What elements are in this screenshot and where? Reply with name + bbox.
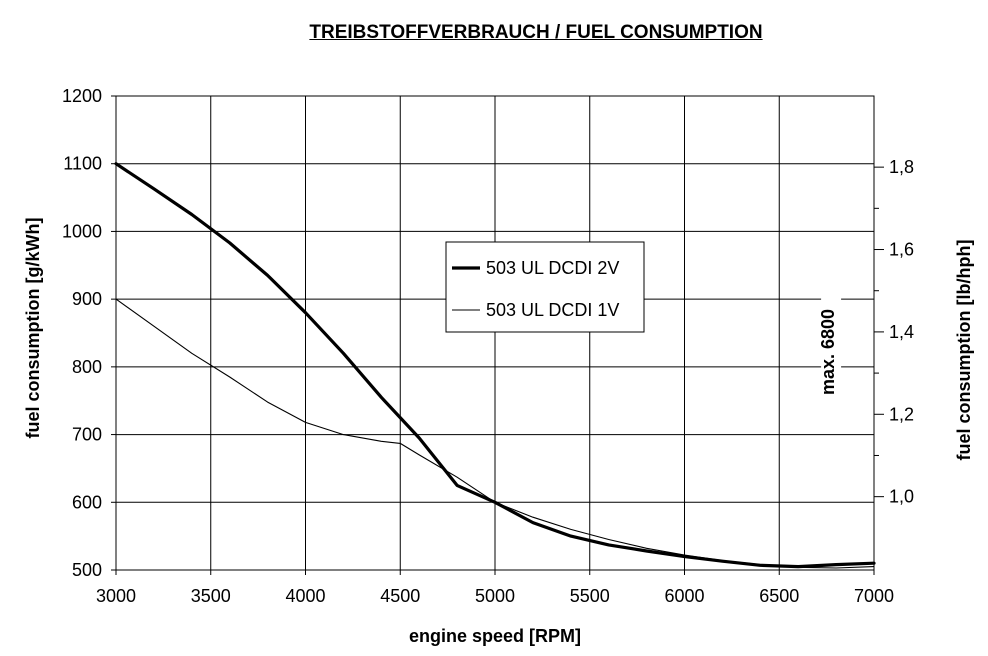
max-rpm-annotation: max. 6800 <box>818 309 838 395</box>
grid <box>115 95 875 571</box>
right-tick-label: 1,8 <box>889 157 914 177</box>
right-tick-label: 1,4 <box>889 322 914 342</box>
right-tick-label: 1,6 <box>889 240 914 260</box>
x-tick-label: 7000 <box>854 586 894 606</box>
legend-label-1v: 503 UL DCDI 1V <box>486 300 619 320</box>
series-layer <box>114 162 876 569</box>
right-axis-title: fuel consumption [lb/hph] <box>954 240 974 461</box>
legend: 503 UL DCDI 2V 503 UL DCDI 1V <box>445 241 645 333</box>
right-axis: 1,0 1,2 1,4 1,6 1,8 <box>873 135 914 570</box>
y-tick-label: 1200 <box>62 86 102 106</box>
series-line-1 <box>115 298 875 569</box>
y-tick-label: 500 <box>72 560 102 580</box>
chart-title: TREIBSTOFFVERBRAUCH / FUEL CONSUMPTION <box>309 22 763 43</box>
annotation-background <box>821 298 842 406</box>
y-tick-label: 900 <box>72 289 102 309</box>
y-tick-label: 700 <box>72 425 102 445</box>
legend-box <box>445 241 645 333</box>
y-tick-label: 600 <box>72 492 102 512</box>
y-tick-label: 800 <box>72 357 102 377</box>
right-tick-label: 1,0 <box>889 487 914 507</box>
x-axis-title: engine speed [RPM] <box>409 626 581 646</box>
legend-label-2v: 503 UL DCDI 2V <box>486 258 619 278</box>
y-tick-label: 1000 <box>62 221 102 241</box>
x-tick-label: 3000 <box>96 586 136 606</box>
y-tick-label: 1100 <box>63 154 102 174</box>
x-tick-label: 3500 <box>191 586 231 606</box>
right-tick-label: 1,2 <box>889 404 914 424</box>
x-tick-label: 4500 <box>380 586 420 606</box>
x-tick-label: 4000 <box>285 586 325 606</box>
x-tick-label: 6000 <box>664 586 704 606</box>
tick-labels: 3000 3500 4000 4500 5000 5500 6000 6500 7000 500 6… <box>62 86 894 606</box>
x-tick-label: 5000 <box>475 586 515 606</box>
plot-frame <box>115 95 875 571</box>
y-axis-title: fuel consumption [g/kWh] <box>23 218 43 439</box>
x-tick-label: 5500 <box>570 586 610 606</box>
x-tick-label: 6500 <box>759 586 799 606</box>
